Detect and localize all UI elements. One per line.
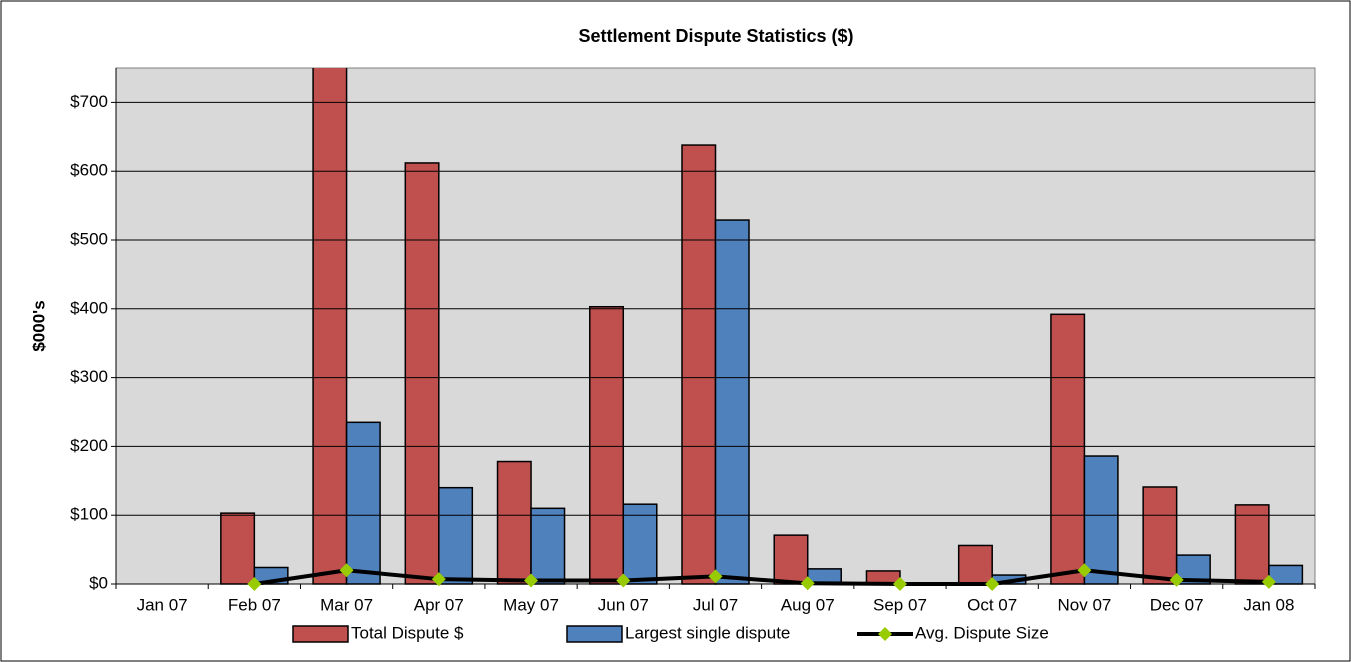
x-tick-label: Nov 07	[1057, 595, 1111, 614]
x-tick-label: Jan 07	[137, 595, 188, 614]
marker	[1169, 572, 1184, 587]
legend-label: Total Dispute $	[351, 623, 464, 642]
x-tick-label: Mar 07	[320, 595, 373, 614]
bar	[404, 162, 440, 585]
legend-marker	[878, 627, 892, 641]
marker	[800, 576, 815, 591]
marker	[985, 577, 1000, 591]
bar	[1234, 504, 1270, 585]
legend-swatch	[292, 625, 349, 643]
x-tick-label: May 07	[503, 595, 559, 614]
y-tick-label: $0	[89, 573, 108, 592]
bar	[220, 512, 256, 585]
x-tick-label: Apr 07	[414, 595, 464, 614]
chart-title: Settlement Dispute Statistics ($)	[578, 26, 853, 46]
line	[254, 568, 1269, 586]
x-tick-label: Jul 07	[693, 595, 738, 614]
y-tick-label: $500	[70, 229, 108, 248]
x-tick-label: Sep 07	[873, 595, 927, 614]
marker	[616, 573, 631, 588]
bar	[438, 486, 474, 585]
bar	[1050, 313, 1086, 585]
marker	[708, 569, 723, 584]
marker	[339, 563, 354, 578]
marker	[1261, 574, 1276, 589]
x-tick-label: Jan 08	[1243, 595, 1294, 614]
marker	[524, 573, 539, 588]
x-tick-label: Aug 07	[781, 595, 835, 614]
marker	[1077, 563, 1092, 578]
bar	[957, 544, 993, 585]
y-tick-label: $100	[70, 505, 108, 524]
bars	[220, 68, 1304, 585]
legend-swatch	[566, 625, 623, 643]
bar	[622, 503, 658, 585]
marker	[431, 572, 446, 587]
x-tick-label: Oct 07	[967, 595, 1017, 614]
y-tick-label: $700	[70, 92, 108, 111]
x-tick-label: Dec 07	[1150, 595, 1204, 614]
bar	[496, 460, 532, 585]
x-tick-label: Jun 07	[598, 595, 649, 614]
y-tick-label: $400	[70, 298, 108, 317]
y-tick-label: $600	[70, 161, 108, 180]
legend-label: Largest single dispute	[625, 623, 790, 642]
y-tick-label: $300	[70, 367, 108, 386]
bar	[345, 421, 381, 585]
bar	[681, 144, 717, 585]
bar	[1142, 486, 1178, 585]
marker	[892, 577, 907, 591]
bar	[1083, 455, 1119, 585]
y-tick-label: $200	[70, 436, 108, 455]
bar	[714, 219, 750, 585]
x-tick-label: Feb 07	[228, 595, 281, 614]
marker	[247, 577, 262, 591]
legend-label: Avg. Dispute Size	[915, 623, 1049, 642]
bar	[773, 534, 809, 585]
bar	[530, 507, 566, 585]
bar	[589, 305, 625, 585]
y-axis-label: $000's	[29, 300, 48, 351]
